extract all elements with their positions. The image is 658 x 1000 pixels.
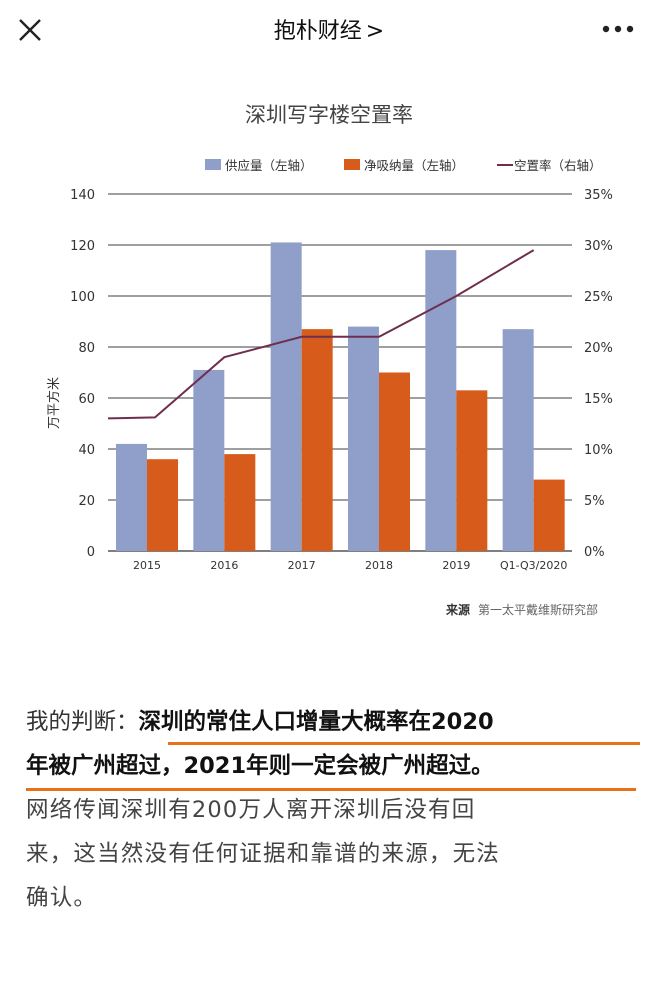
y2-tick-label: 10%	[584, 443, 613, 458]
supply-bar	[502, 329, 534, 551]
article-body: 我的判断：深圳的常住人口增量大概率在2020 年被广州超过，2021年则一定会被…	[26, 700, 636, 920]
absorption-bar	[224, 454, 256, 551]
y2-tick-label: 15%	[584, 392, 613, 407]
absorption-bar	[456, 390, 488, 551]
legend-swatch-supply	[205, 159, 221, 170]
source-label: 来源	[445, 602, 470, 617]
y-tick-label: 140	[70, 188, 95, 203]
chart-bars	[116, 242, 565, 551]
close-button[interactable]	[14, 14, 46, 46]
legend-label-absorption: 净吸纳量（左轴）	[364, 158, 464, 173]
more-button[interactable]	[598, 14, 638, 44]
y-tick-label: 0	[87, 545, 95, 560]
account-title-link[interactable]: 抱朴财经 >	[0, 13, 658, 45]
chart-line	[107, 249, 535, 420]
y2-tick-label: 0%	[584, 545, 605, 560]
close-icon	[19, 19, 41, 41]
supply-bar	[425, 250, 457, 551]
supply-bar	[348, 326, 379, 551]
body-line-2: 来，这当然没有任何证据和靠谱的来源，无法	[26, 841, 501, 867]
highlight-underline-1	[168, 742, 640, 745]
supply-bar	[116, 443, 147, 551]
chart-title: 深圳写字楼空置率	[245, 103, 413, 127]
y-tick-label: 20	[78, 494, 95, 509]
highlight-line-2: 年被广州超过，2021年则一定会被广州超过。	[26, 753, 494, 779]
body-line-3: 确认。	[26, 885, 98, 911]
absorption-bar	[379, 372, 410, 551]
top-bar: 抱朴财经 >	[0, 0, 658, 58]
source-text: 第一太平戴维斯研究部	[478, 602, 598, 617]
y-tick-label: 40	[78, 443, 95, 458]
page-title: 抱朴财经	[273, 19, 362, 44]
supply-bar	[193, 369, 225, 551]
legend-label-vacancy: 空置率（右轴）	[514, 158, 602, 173]
chart-grid	[108, 193, 572, 552]
y-tick-label: 120	[70, 239, 95, 254]
chart-legend: 供应量（左轴） 净吸纳量（左轴） 空置率（右轴）	[205, 158, 602, 173]
y2-tick-label: 5%	[584, 494, 605, 509]
x-tick-label: 2017	[288, 559, 316, 572]
highlight-line-1: 深圳的常住人口增量大概率在2020	[138, 709, 494, 735]
chevron-right-icon: >	[365, 19, 385, 44]
highlight-underline-2	[26, 788, 636, 791]
x-tick-label: 2015	[133, 559, 161, 572]
chart-image: 深圳写字楼空置率 供应量（左轴） 净吸纳量（左轴） 空置率（右轴） 0 20 40 60 8…	[0, 58, 658, 658]
office-vacancy-chart: 深圳写字楼空置率 供应量（左轴） 净吸纳量（左轴） 空置率（右轴） 0 20 40 60 8…	[46, 103, 613, 617]
body-line-1: 网络传闻深圳有200万人离开深圳后没有回	[26, 797, 476, 823]
absorption-bar	[301, 329, 333, 551]
more-icon	[602, 25, 634, 33]
y-tick-label: 100	[70, 290, 95, 305]
legend-label-supply: 供应量（左轴）	[225, 158, 313, 173]
y2-tick-label: 20%	[584, 341, 613, 356]
x-axis: 2015 2016 2017 2018 2019 Q1-Q3/2020	[133, 559, 567, 572]
y-tick-label: 60	[78, 392, 95, 407]
x-tick-label: 2016	[210, 559, 238, 572]
legend-swatch-absorption	[344, 159, 360, 170]
x-tick-label: 2019	[442, 559, 470, 572]
y2-tick-label: 25%	[584, 290, 613, 305]
x-tick-label: Q1-Q3/2020	[500, 559, 567, 572]
y2-tick-label: 35%	[584, 188, 613, 203]
y-tick-label: 80	[78, 341, 95, 356]
y-axis-left: 0 20 40 60 80 100 120 140	[70, 188, 95, 560]
y-axis-label: 万平方米	[46, 377, 62, 429]
lead-text: 我的判断：	[26, 709, 139, 735]
paragraph-judgement-cont: 年被广州超过，2021年则一定会被广州超过。	[26, 744, 636, 788]
paragraph-judgement: 我的判断：深圳的常住人口增量大概率在2020	[26, 700, 636, 744]
absorption-bar	[533, 479, 565, 551]
supply-bar	[270, 242, 302, 551]
y-axis-right: 0% 5% 10% 15% 20% 25% 30% 35%	[584, 188, 613, 560]
x-tick-label: 2018	[365, 559, 393, 572]
y2-tick-label: 30%	[584, 239, 613, 254]
absorption-bar	[147, 459, 178, 551]
